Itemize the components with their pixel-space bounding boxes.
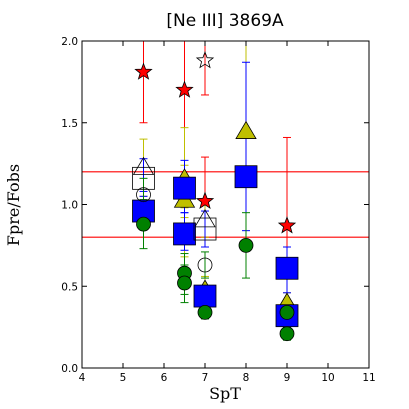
circle-marker	[177, 275, 192, 291]
x-tick-label: 9	[284, 372, 291, 384]
circle-marker	[136, 216, 151, 232]
x-tick-label: 4	[79, 372, 86, 384]
square-marker	[193, 284, 217, 308]
y-tick-label: 1.5	[61, 118, 78, 130]
star-marker	[175, 80, 194, 98]
y-tick-label: 1.0	[61, 200, 78, 212]
x-axis: 4 5 6 7 8 9 10 11	[79, 41, 376, 384]
y-tick-label: 0.5	[61, 281, 78, 293]
circle-marker	[197, 305, 213, 320]
square-marker	[275, 256, 299, 280]
x-tick-label: 8	[243, 372, 250, 384]
square-marker	[173, 222, 196, 246]
x-tick-label: 6	[161, 372, 168, 384]
markers	[132, 50, 299, 342]
circle-marker	[238, 237, 254, 253]
square-marker	[193, 217, 217, 241]
square-marker	[173, 176, 196, 200]
circle-marker	[136, 187, 151, 203]
x-axis-label: SpT	[209, 384, 241, 403]
star-marker	[195, 50, 215, 69]
plot-frame	[81, 40, 370, 369]
x-tick-label: 10	[321, 372, 334, 384]
y-axis: 0.0 0.5 1.0 1.5 2.0	[61, 36, 369, 375]
square-marker	[234, 165, 258, 189]
triangle-marker	[235, 120, 257, 139]
y-tick-label: 0.0	[61, 363, 78, 375]
circle-marker	[279, 326, 295, 342]
square-marker	[132, 166, 155, 190]
x-tick-label: 11	[362, 372, 375, 384]
circle-marker	[279, 305, 295, 320]
chart-title: [Ne III] 3869A	[166, 11, 284, 31]
reference-lines	[82, 171, 369, 238]
star-marker	[134, 62, 153, 80]
star-marker	[277, 216, 297, 234]
star-marker	[195, 191, 215, 210]
circle-marker	[197, 257, 213, 273]
y-tick-label: 2.0	[61, 36, 78, 48]
triangle-marker	[132, 156, 155, 175]
y-axis-label: Fpre/Fobs	[4, 164, 23, 246]
x-tick-label: 5	[120, 372, 127, 384]
x-tick-label: 7	[202, 372, 209, 384]
